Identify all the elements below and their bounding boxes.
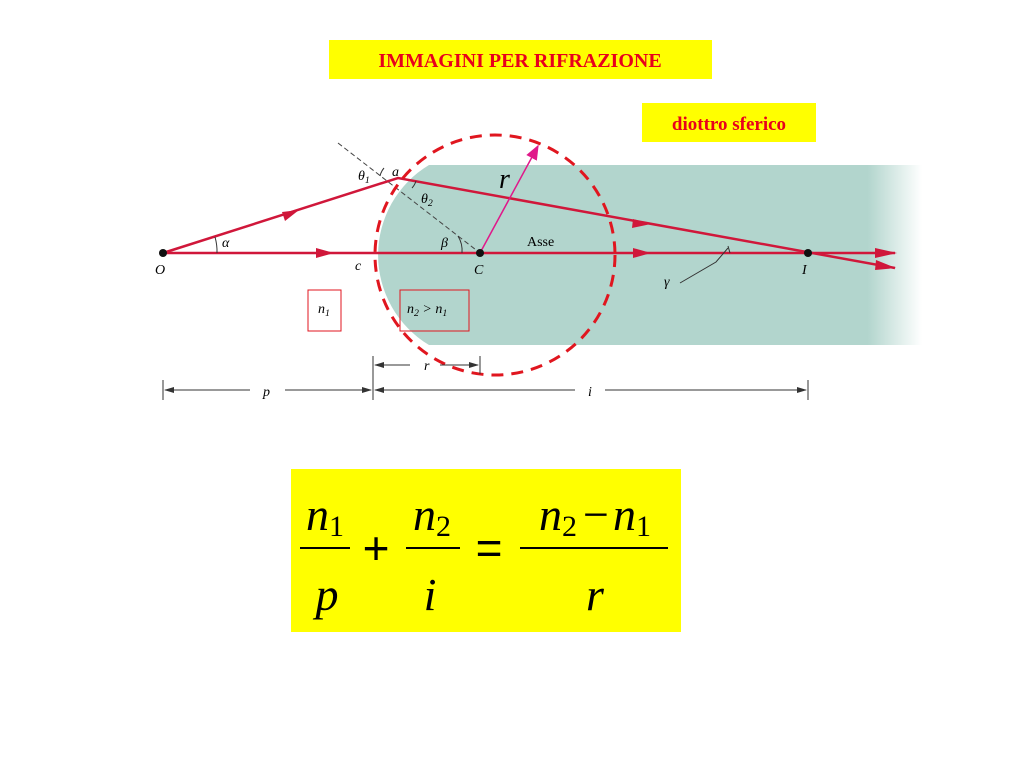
rhs-den: r [586,569,605,620]
label-O: O [155,263,165,278]
symbol: θ [421,192,428,207]
label-beta: β [440,236,448,251]
subscript: 1 [325,308,330,319]
subscript: 1 [442,308,447,319]
subscript: 2 [562,510,577,543]
title-box [329,40,712,79]
angle-arc [457,235,463,254]
arrow [875,248,897,258]
equals: = [476,522,503,574]
symbol: θ [358,169,365,184]
angle-arc [214,236,218,254]
arrow [632,219,651,228]
label-gamma: γ [664,275,670,290]
angle-arc [727,245,731,254]
subscript: 2 [428,198,433,209]
arrow [875,260,896,270]
label-n2: n2 > n1 [407,302,447,319]
radius-arrow [479,144,539,254]
subtitle-box [642,103,816,142]
term1-den: p [313,569,339,620]
plus: + [363,522,390,574]
leader [679,247,729,284]
subscript: 2 [414,308,419,319]
arrow [316,248,334,258]
operator: − [583,489,609,540]
label-a: a [392,165,399,180]
label-r: r [499,164,510,195]
symbol: n [613,489,636,540]
symbol: n [318,302,325,317]
arrow [633,248,651,258]
formula-box [291,469,681,632]
rhs-num: n2 −n1 [539,489,651,543]
angle-arc [379,167,385,177]
formula: n1 p + n2 i = n2 −n1 r [300,489,668,620]
symbol: n [407,302,414,317]
dim-p: p [262,385,270,400]
n2-box [399,289,470,332]
subscript: 2 [436,510,451,543]
label-c: c [355,259,362,274]
label-I: I [801,263,808,278]
angle-arc [411,180,417,189]
symbol: n [539,489,562,540]
curvature-circle [373,133,617,377]
title: IMMAGINI PER RIFRAZIONE [378,50,661,72]
label-theta2: θ2 [421,192,433,209]
label-n1: n1 [318,302,330,319]
dim-r: r [424,359,430,374]
subscript: 1 [329,510,344,543]
subtitle: diottro sferico [672,114,786,135]
point [159,249,167,257]
subscript: 1 [636,510,651,543]
medium [378,165,922,345]
symbol: n [306,489,329,540]
symbol: n [413,489,436,540]
refracted-ray [162,176,896,270]
symbol: > n [419,302,442,317]
point [476,249,484,257]
term2-num: n2 [413,489,451,543]
label-C: C [474,263,484,278]
n1-box [307,289,342,332]
label-theta1: θ1 [358,169,370,186]
normal-line [337,142,481,254]
arrow [282,210,299,221]
subscript: 1 [365,175,370,186]
point [804,249,812,257]
dim-i: i [588,385,592,400]
dimensions [162,356,809,400]
label-alpha: α [222,236,230,251]
term2-den: i [424,569,437,620]
label-axis: Asse [527,235,554,250]
term1-num: n1 [306,489,344,543]
